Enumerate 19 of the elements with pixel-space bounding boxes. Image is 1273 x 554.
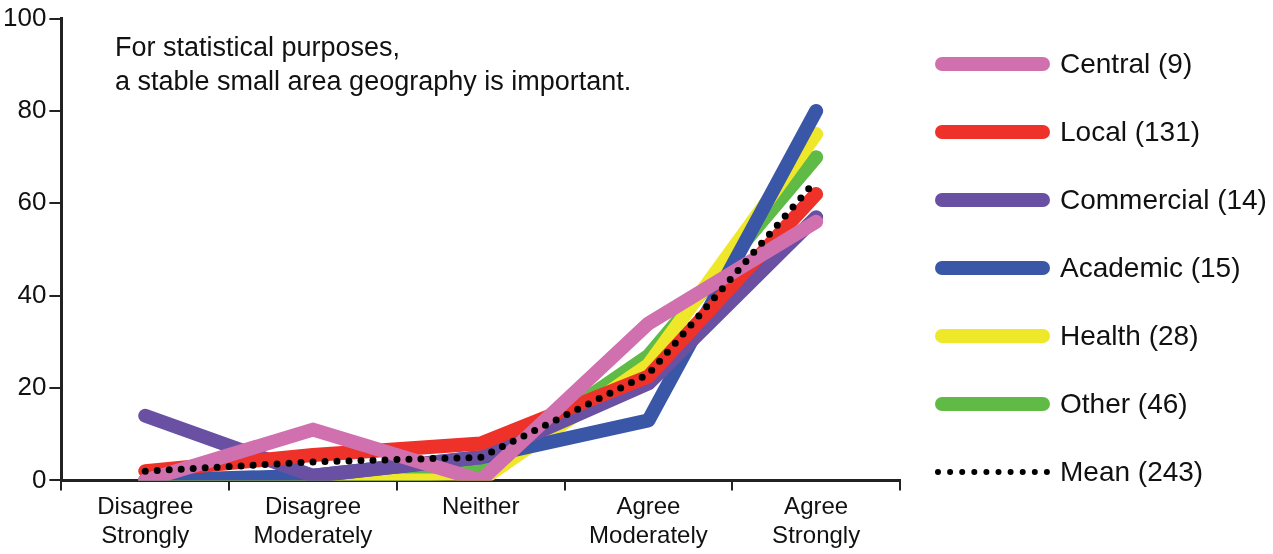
x-tick-label: Agree Moderately [589, 492, 708, 549]
legend-label: Academic (15) [1060, 252, 1241, 284]
legend-label: Central (9) [1060, 48, 1193, 80]
legend-label: Other (46) [1060, 388, 1188, 420]
legend-label: Local (131) [1060, 116, 1201, 148]
y-tick-label: 40 [17, 278, 47, 309]
y-tick-label: 20 [17, 371, 47, 402]
legend-label: Health (28) [1060, 320, 1199, 352]
y-tick-label: 0 [31, 463, 47, 494]
text: For statistical purposes, a stable small area geography is important. [115, 31, 632, 98]
legend-label: Commercial (14) [1060, 184, 1267, 216]
y-tick-label: 80 [17, 94, 47, 125]
x-tick-label: Disagree Moderately [253, 492, 373, 549]
x-tick-label: Neither [442, 492, 520, 520]
y-tick-label: 100 [2, 1, 47, 32]
legend-label: Mean (243) [1060, 456, 1204, 488]
y-tick-label: 60 [17, 186, 47, 217]
x-tick-label: Disagree Strongly [97, 492, 194, 549]
x-tick-label: Agree Strongly [772, 492, 861, 549]
